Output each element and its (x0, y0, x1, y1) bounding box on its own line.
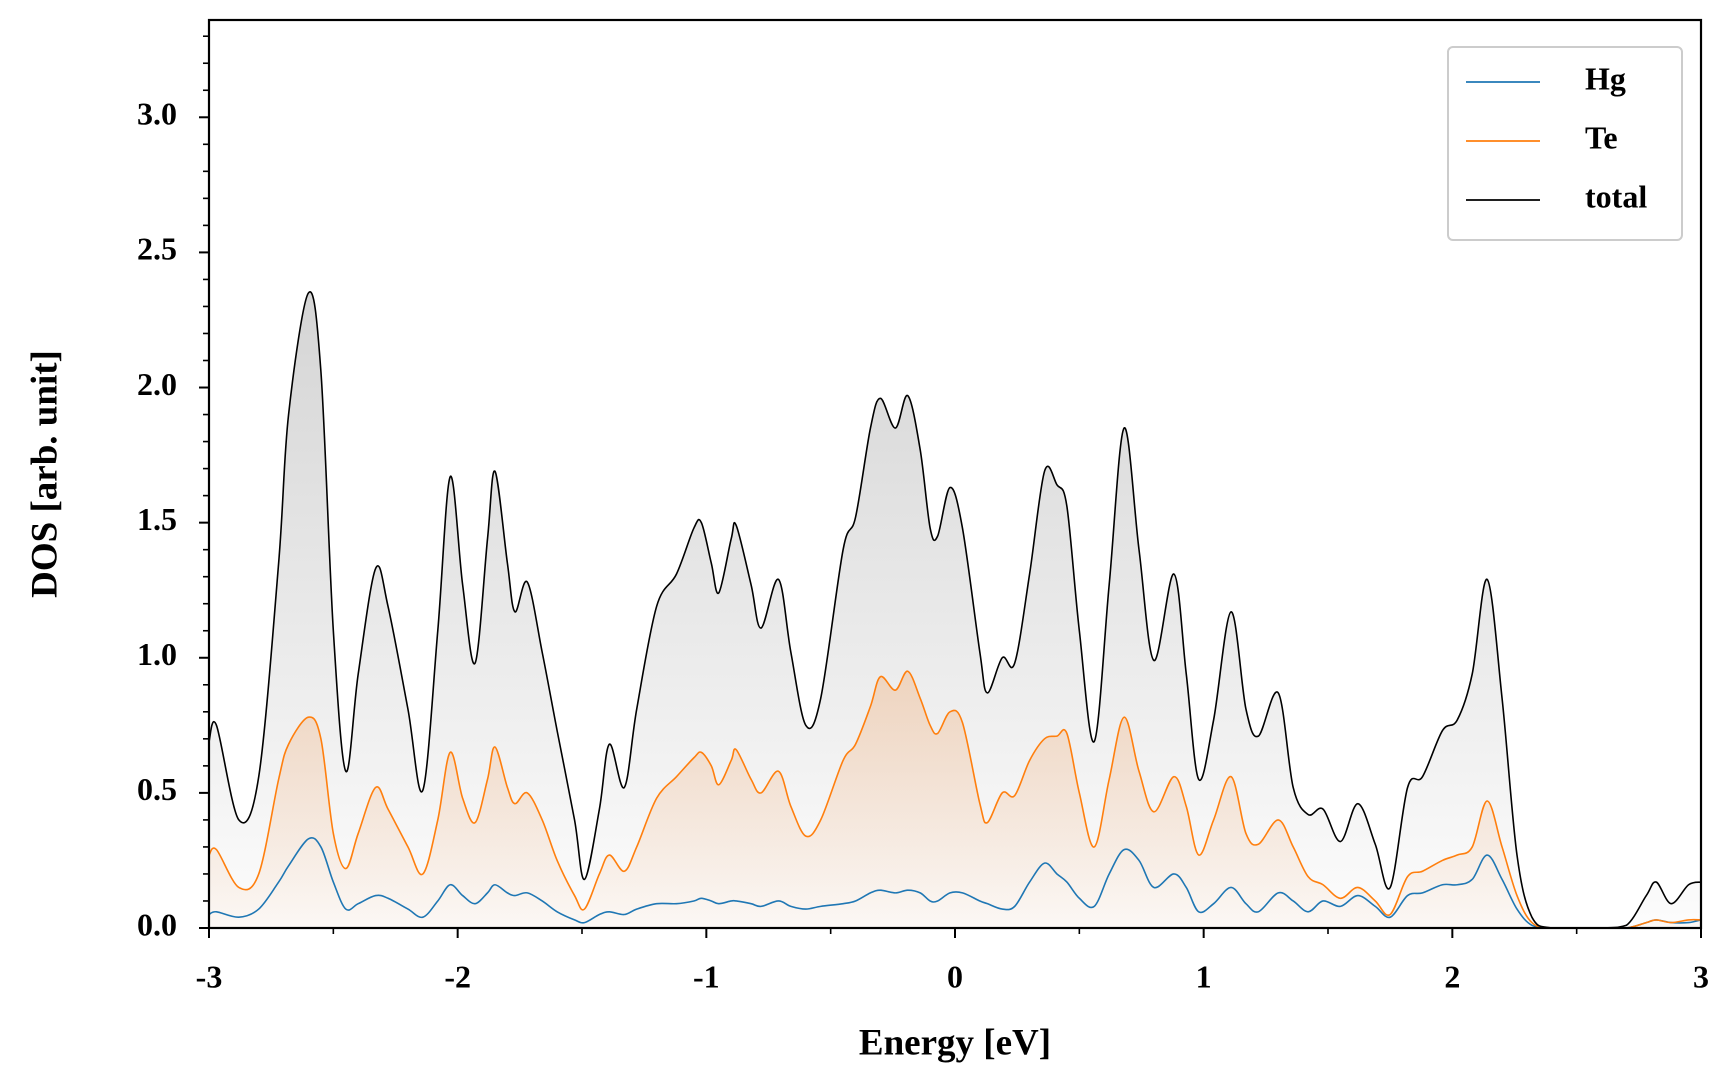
y-tick-label: 0.0 (137, 906, 177, 942)
line (208, 836, 1702, 929)
x-tick-label: 1 (1196, 958, 1212, 994)
legend-label: total (1585, 178, 1647, 214)
y-tick-label: 1.5 (137, 501, 177, 537)
y-tick-label: 2.5 (137, 231, 177, 267)
line (208, 670, 1702, 929)
y-tick-label: 0.5 (137, 771, 177, 807)
y-tick-label: 3.0 (137, 96, 177, 132)
y-axis-title: DOS [arb. unit] (24, 350, 65, 598)
area (209, 671, 1701, 928)
y-tick-label: 1.0 (137, 636, 177, 672)
y-tick-label: 2.0 (137, 366, 177, 402)
x-tick-label: 2 (1444, 958, 1460, 994)
legend-label: Te (1585, 119, 1618, 155)
line (208, 291, 1702, 929)
area (209, 291, 1701, 928)
x-tick-label: -1 (693, 958, 720, 994)
x-tick-label: 3 (1693, 958, 1709, 994)
legend-label: Hg (1585, 60, 1626, 96)
x-tick-label: -3 (196, 958, 223, 994)
x-tick-label: 0 (947, 958, 963, 994)
x-tick-label: -2 (444, 958, 471, 994)
x-axis-title: Energy [eV] (859, 1022, 1051, 1063)
legend-box (1447, 46, 1683, 241)
